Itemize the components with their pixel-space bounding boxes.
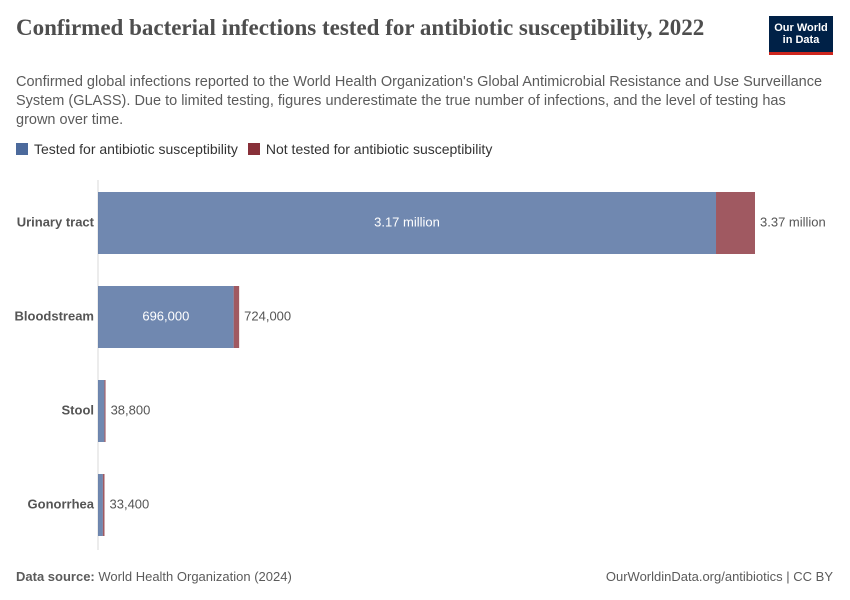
bar-segment bbox=[104, 380, 106, 442]
source-label: Data source: bbox=[16, 569, 95, 584]
bar-segment bbox=[716, 192, 755, 254]
logo[interactable]: Our World in Data bbox=[769, 16, 833, 55]
legend-item[interactable]: Tested for antibiotic susceptibility bbox=[16, 141, 238, 157]
chart-title: Confirmed bacterial infections tested fo… bbox=[16, 15, 705, 40]
category-label: Gonorrhea bbox=[28, 496, 95, 511]
source: Data source: World Health Organization (… bbox=[16, 569, 292, 584]
credit[interactable]: OurWorldinData.org/antibiotics | CC BY bbox=[605, 569, 833, 584]
legend-label: Tested for antibiotic susceptibility bbox=[34, 141, 238, 157]
legend: Tested for antibiotic susceptibility Not … bbox=[16, 141, 492, 157]
legend-swatch bbox=[247, 143, 260, 155]
total-label: 33,400 bbox=[110, 496, 150, 511]
bar-segment bbox=[233, 286, 240, 348]
legend-item[interactable]: Not tested for antibiotic susceptibility bbox=[247, 141, 493, 157]
bar-segment bbox=[98, 474, 103, 536]
total-label: 38,800 bbox=[111, 402, 151, 417]
category-label: Bloodstream bbox=[15, 308, 94, 323]
source-text: World Health Organization (2024) bbox=[98, 569, 292, 584]
bar-segment bbox=[102, 474, 105, 536]
bar-segment bbox=[98, 380, 105, 442]
bar-segment bbox=[98, 192, 717, 254]
category-label: Urinary tract bbox=[17, 214, 95, 229]
category-label: Stool bbox=[62, 402, 95, 417]
legend-swatch bbox=[16, 143, 28, 155]
value-label: 696,000 bbox=[142, 308, 189, 323]
chart-subtitle: Confirmed global infections reported to … bbox=[16, 74, 823, 128]
total-label: 724,000 bbox=[244, 308, 291, 323]
total-label: 3.37 million bbox=[760, 214, 826, 229]
legend-label: Not tested for antibiotic susceptibility bbox=[265, 141, 493, 157]
bar-segment bbox=[98, 286, 234, 348]
value-label: 3.17 million bbox=[374, 214, 440, 229]
